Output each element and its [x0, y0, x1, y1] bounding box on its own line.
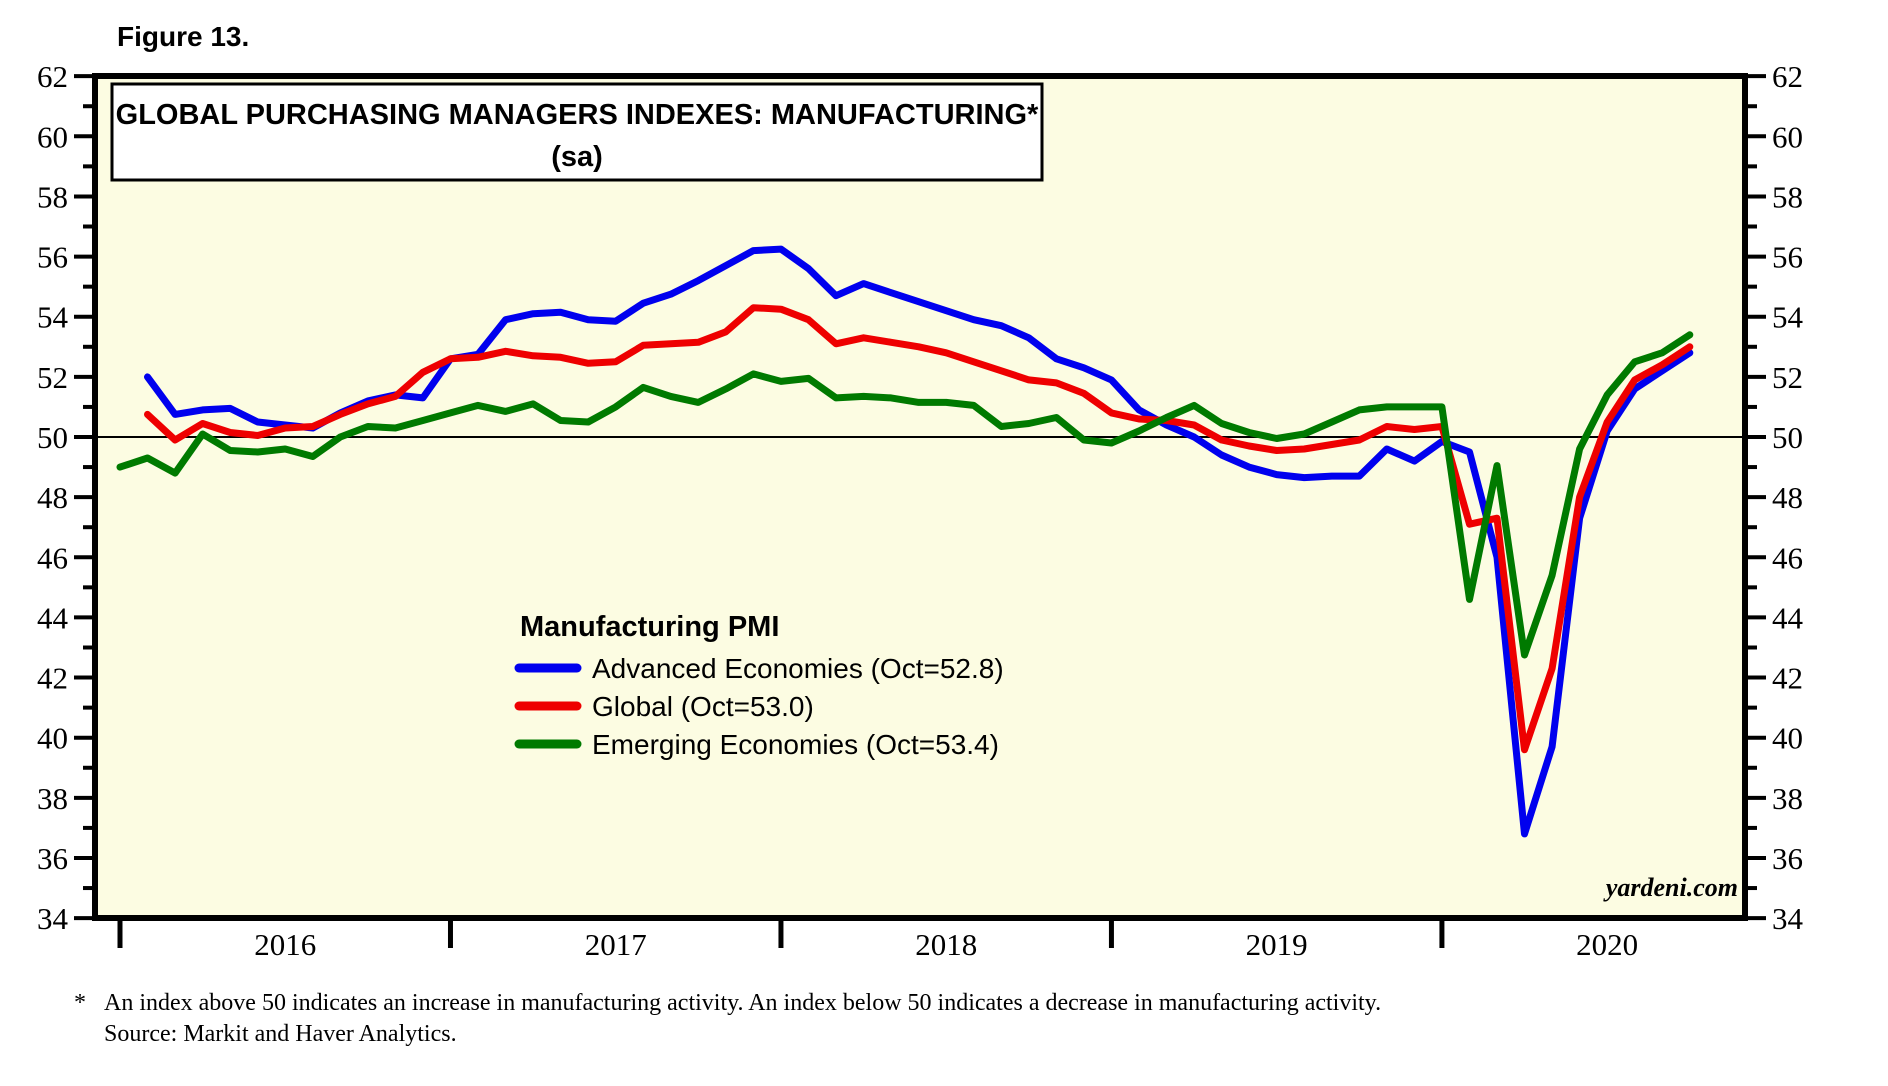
legend-label-emerging: Emerging Economies (Oct=53.4) [592, 729, 999, 760]
title-box-border [110, 82, 1044, 182]
x-tick-label-2020: 2020 [1576, 927, 1638, 962]
legend-label-global: Global (Oct=53.0) [592, 691, 814, 722]
y-tick-label-left: 46 [37, 540, 68, 575]
y-tick-label-right: 34 [1772, 901, 1804, 936]
x-tick-label-2018: 2018 [915, 927, 977, 962]
plot-frame [92, 73, 1748, 921]
x-tick-label-2016: 2016 [254, 927, 316, 962]
series-line-1 [144, 304, 1694, 754]
y-tick-label-right: 42 [1772, 661, 1803, 696]
y-tick-label-right: 46 [1772, 540, 1803, 575]
legend: Manufacturing PMI Advanced Economies (Oc… [514, 611, 1004, 760]
footnote-line1: An index above 50 indicates an increase … [104, 990, 1381, 1016]
chart-title: GLOBAL PURCHASING MANAGERS INDEXES: MANU… [116, 99, 1039, 131]
y-tick-label-right: 40 [1772, 721, 1803, 756]
series-lines [116, 245, 1694, 838]
y-tick-label-right: 36 [1772, 841, 1803, 876]
y-axis-right: 34 36 38 40 42 44 46 48 50 52 54 56 58 60 62 [1745, 59, 1804, 936]
y-tick-label-left: 34 [37, 901, 69, 936]
legend-title: Manufacturing PMI [520, 611, 779, 643]
chart-subtitle: (sa) [551, 141, 603, 173]
y-tick-label-left: 56 [37, 240, 68, 275]
y-tick-label-left: 38 [37, 781, 68, 816]
y-tick-label-left: 40 [37, 721, 68, 756]
y-tick-label-right: 48 [1772, 480, 1803, 515]
x-tick-label-2017: 2017 [585, 927, 647, 962]
y-tick-label-left: 42 [37, 661, 68, 696]
plot-background [95, 76, 1745, 918]
y-tick-label-left: 58 [37, 179, 68, 214]
series-line-2 [116, 331, 1694, 659]
y-tick-label-right: 44 [1772, 600, 1804, 635]
footnote: * An index above 50 indicates an increas… [74, 990, 1381, 1047]
x-axis: 2016 2017 2018 2019 2020 [117, 918, 1638, 962]
legend-label-advanced: Advanced Economies (Oct=52.8) [592, 653, 1004, 684]
y-tick-label-right: 56 [1772, 240, 1803, 275]
series-line-0 [144, 245, 1694, 838]
y-tick-label-right: 58 [1772, 179, 1803, 214]
y-tick-label-left: 36 [37, 841, 68, 876]
figure-label: Figure 13. [117, 21, 249, 52]
footnote-marker: * [74, 990, 86, 1016]
y-tick-label-left: 48 [37, 480, 68, 515]
y-tick-label-left: 54 [37, 300, 69, 335]
y-tick-label-right: 52 [1772, 360, 1803, 395]
title-box: GLOBAL PURCHASING MANAGERS INDEXES: MANU… [110, 82, 1044, 182]
y-tick-label-left: 60 [37, 119, 68, 154]
y-tick-label-right: 62 [1772, 59, 1803, 94]
y-tick-label-left: 44 [37, 600, 69, 635]
y-tick-label-left: 62 [37, 59, 68, 94]
x-tick-label-2019: 2019 [1246, 927, 1308, 962]
y-tick-label-left: 50 [37, 420, 68, 455]
y-tick-label-right: 54 [1772, 300, 1804, 335]
y-tick-label-right: 60 [1772, 119, 1803, 154]
y-tick-label-left: 52 [37, 360, 68, 395]
y-tick-label-right: 50 [1772, 420, 1803, 455]
footnote-line2: Source: Markit and Haver Analytics. [104, 1021, 457, 1047]
watermark: yardeni.com [1603, 873, 1738, 902]
y-axis-left: 34 36 38 40 42 44 46 48 50 52 54 56 58 60 62 [37, 59, 95, 936]
y-tick-label-right: 38 [1772, 781, 1803, 816]
